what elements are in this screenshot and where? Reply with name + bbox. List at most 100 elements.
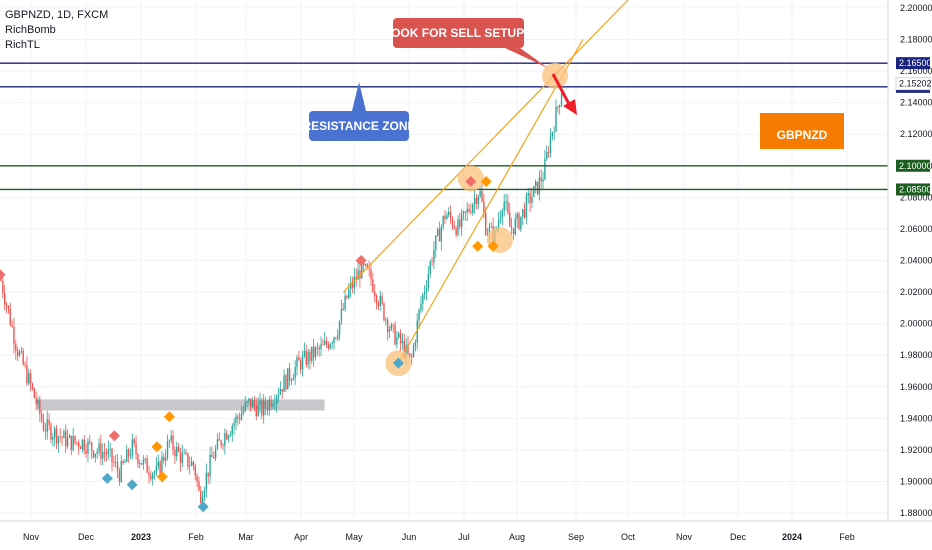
resistance-zone-pointer [352,82,366,111]
candle-body-294 [544,158,546,180]
time-tick-2: 2023 [131,532,151,542]
candle-body-263 [486,234,489,236]
price-tick-14: 1.92000 [900,445,932,455]
candle-body-250 [462,211,465,214]
candle-body-86 [159,461,161,474]
candle-body-273 [505,201,507,203]
indicator-richbomb[interactable]: RichBomb [5,24,56,36]
time-tick-4: Mar [238,532,254,542]
candle-body-183 [338,321,341,335]
candle-body-96 [177,446,180,452]
candle-body-276 [510,226,513,229]
candle-body-55 [102,451,104,459]
candle-body-214 [396,337,398,345]
candle-body-88 [163,456,165,461]
candle-body-159 [294,367,296,379]
candle-body-287 [531,196,533,203]
candle-body-89 [164,458,167,461]
candle-body-6 [11,324,13,327]
sell-setups-label: LOOK FOR SELL SETUPS [384,26,532,40]
candle-body-279 [516,213,518,220]
candle-body-151 [279,389,282,395]
candle-body-291 [538,177,541,194]
candle-body-156 [288,368,291,381]
candle-body-68 [126,449,128,462]
price-tick-4: 2.12000 [900,129,932,139]
candle-body-38 [70,435,72,450]
candle-body-164 [303,350,306,357]
candle-body-195 [361,259,363,279]
candle-body-228 [422,294,424,304]
candle-body-42 [78,442,80,448]
time-axis[interactable]: Nov Dec 2023 Feb Mar Apr May Jun Jul Aug Sep Oct Nov… [0,520,932,550]
candle-body-81 [150,475,152,479]
candle-body-129 [238,418,241,420]
time-tick-6: May [345,532,363,542]
candle-body-193 [357,270,359,280]
signal-marker-2 [108,430,120,442]
candle-body-122 [226,433,228,440]
indicator-richtl[interactable]: RichTL [5,39,40,51]
candle-body-216 [399,333,402,344]
candle-body-201 [372,279,374,292]
candle-body-12 [22,350,24,365]
time-tick-3: Feb [188,532,204,542]
candle-body-211 [390,324,393,330]
candle-body-178 [329,344,331,349]
candle-body-116 [214,448,217,459]
candle-body-13 [24,364,26,366]
level-tag-label-2.08500: 2.08500 [899,184,932,194]
level-tag-label-2.10000: 2.10000 [899,161,932,171]
candle-body-280 [518,213,520,229]
candle-body-212 [392,324,394,326]
trend-channel[interactable] [342,0,629,364]
horizontal-levels[interactable] [0,62,888,191]
candle-body-186 [344,295,346,310]
time-tick-13: Dec [730,532,747,542]
candle-body-75 [139,463,141,464]
candle-body-259 [479,190,481,197]
candle-body-269 [497,220,500,229]
candle-body-243 [449,211,452,219]
time-tick-9: Aug [509,532,525,542]
candle-body-110 [203,489,206,497]
candle-body-48 [89,441,91,443]
candle-body-204 [377,303,380,306]
current-price-tag [895,77,931,91]
candle-body-205 [379,295,381,306]
candle-body-158 [292,378,294,381]
candle-body-15 [28,373,30,384]
price-tick-8: 2.04000 [900,256,932,266]
symbol-line[interactable]: GBPNZD, 1D, FXCM [5,9,109,21]
candle-body-225 [416,320,418,343]
price-axis[interactable]: 2.20000 2.18000 2.16000 2.14000 2.12000 2.100… [887,0,932,550]
candle-body-180 [333,337,335,344]
signal-marker-8 [355,255,367,266]
time-tick-0: Nov [23,532,40,542]
candle-body-297 [549,136,552,153]
candle-body-176 [325,340,328,345]
candle-body-188 [348,289,350,298]
candle-body-231 [427,273,430,288]
candle-body-28 [52,437,54,440]
chart-legend: GBPNZD, 1D, FXCM RichBomb RichTL [5,8,108,53]
candle-body-56 [103,451,106,454]
candle-body-245 [453,226,455,229]
candle-body-210 [388,329,391,332]
candle-body-21 [39,399,41,415]
candle-body-202 [374,291,376,296]
candle-body-242 [448,211,450,215]
price-tick-6: 2.08000 [900,192,932,202]
candle-body-41 [76,442,78,443]
price-tick-16: 1.88000 [900,508,932,518]
candle-body-277 [512,228,515,235]
candle-body-85 [157,461,159,466]
gbpnzd-badge-label: GBPNZD [777,128,828,142]
candle-body-73 [135,443,137,455]
candle-body-76 [140,463,143,465]
candles [0,84,563,508]
candle-body-289 [534,181,537,187]
candle-body-112 [207,472,209,477]
candle-body-29 [53,428,56,438]
